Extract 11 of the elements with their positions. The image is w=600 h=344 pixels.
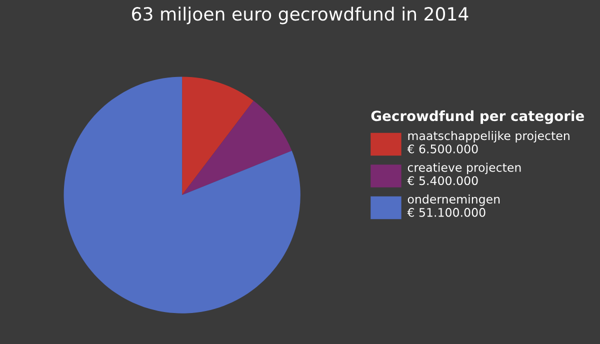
data-label: € 6.500.000 bbox=[407, 144, 478, 154]
data-label: € 51.100.000 bbox=[407, 208, 486, 217]
pie-slice bbox=[182, 100, 292, 196]
chart-title: 63 miljoen euro gecrowdfund in 2014 bbox=[132, 6, 468, 24]
legend-title: Gecrowdfund per categorie bbox=[371, 110, 584, 124]
data-label: € 5.400.000 bbox=[407, 176, 478, 186]
legend-label: ondernemingen bbox=[408, 194, 500, 206]
pie-slice bbox=[64, 76, 300, 314]
pie-slice bbox=[182, 76, 254, 196]
legend-label: maatschappelijke projecten bbox=[408, 131, 570, 142]
legend-label: creatieve projecten bbox=[408, 162, 521, 174]
